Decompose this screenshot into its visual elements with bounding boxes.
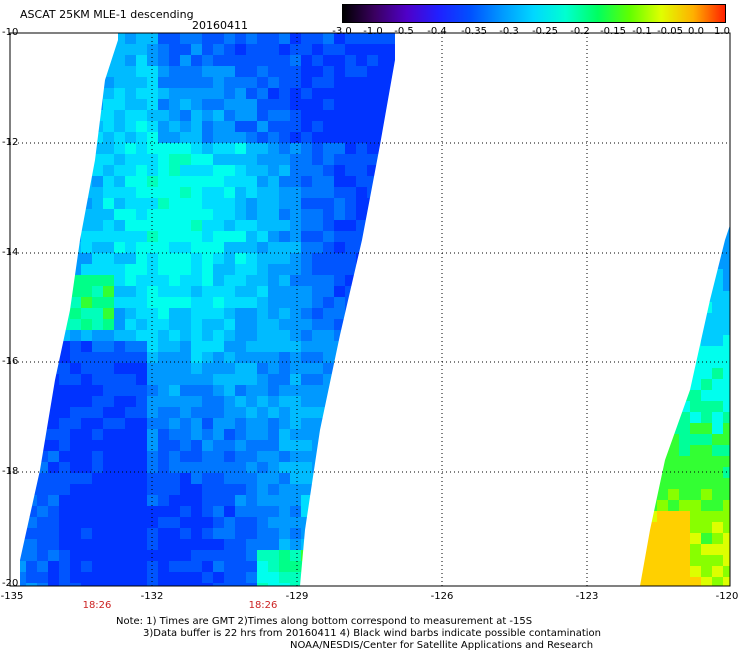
time-label: 18:26	[248, 600, 278, 611]
colorbar-label: -0.4	[427, 26, 447, 37]
lon-label: -135	[0, 591, 24, 602]
colorbar-label: -3.0	[332, 26, 352, 37]
product-date: 20160411	[192, 19, 248, 32]
swath-layer	[20, 33, 730, 586]
colorbar-label: -0.35	[461, 26, 487, 37]
lon-label: -132	[140, 591, 164, 602]
note-line: 3)Data buffer is 22 hrs from 20160411 4)…	[143, 628, 601, 639]
lat-label: -14	[2, 247, 19, 258]
colorbar-label: -1.0	[363, 26, 383, 37]
lon-label: -129	[285, 591, 309, 602]
colorbar	[342, 4, 726, 23]
colorbar-label: -0.05	[657, 26, 683, 37]
lat-label: -16	[2, 356, 19, 367]
colorbar-label: -0.1	[632, 26, 652, 37]
lat-label: -10	[2, 27, 19, 38]
colorbar-label: 0.0	[688, 26, 704, 37]
lon-label: -120	[715, 591, 739, 602]
lon-label: -123	[575, 591, 599, 602]
lat-label: -18	[2, 466, 19, 477]
colorbar-label: -0.15	[600, 26, 626, 37]
time-label: 18:26	[82, 600, 112, 611]
note-line: Note: 1) Times are GMT 2)Times along bot…	[116, 616, 533, 627]
colorbar-label: -0.3	[499, 26, 519, 37]
colorbar-label: -0.25	[532, 26, 558, 37]
colorbar-label: -0.5	[394, 26, 414, 37]
map-frame	[9, 32, 731, 587]
lat-label: -12	[2, 137, 19, 148]
colorbar-label: -0.2	[570, 26, 590, 37]
colorbar-label: 1.0	[714, 26, 730, 37]
lon-label: -126	[430, 591, 454, 602]
lat-label: -20	[2, 578, 19, 589]
product-title: ASCAT 25KM MLE-1 descending	[20, 8, 194, 21]
note-line: NOAA/NESDIS/Center for Satellite Applica…	[290, 640, 594, 651]
